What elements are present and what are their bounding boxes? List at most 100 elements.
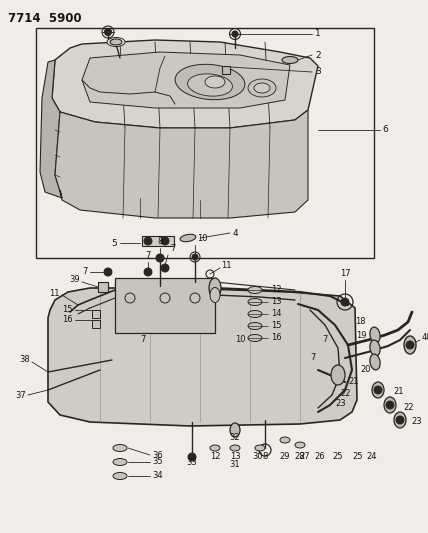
Ellipse shape	[113, 472, 127, 480]
Ellipse shape	[248, 322, 262, 329]
Text: 39: 39	[69, 276, 80, 285]
Circle shape	[104, 28, 112, 36]
Text: 25: 25	[353, 452, 363, 461]
Ellipse shape	[372, 382, 384, 398]
Text: 25: 25	[333, 452, 343, 461]
Ellipse shape	[180, 235, 196, 242]
Ellipse shape	[384, 397, 396, 413]
Ellipse shape	[113, 458, 127, 465]
Bar	[222, 66, 230, 74]
Ellipse shape	[282, 56, 298, 63]
Ellipse shape	[175, 64, 245, 100]
Text: 24: 24	[367, 452, 377, 461]
Text: 15: 15	[62, 305, 73, 314]
Text: 35: 35	[152, 457, 163, 466]
Ellipse shape	[107, 37, 125, 46]
Circle shape	[161, 237, 169, 245]
Circle shape	[144, 237, 152, 245]
Ellipse shape	[331, 365, 345, 385]
Text: 18: 18	[355, 318, 366, 327]
Text: 14: 14	[271, 310, 282, 319]
Text: 5: 5	[111, 238, 117, 247]
Text: 7: 7	[146, 251, 151, 260]
Text: 16: 16	[271, 334, 282, 343]
Bar	[98, 282, 108, 292]
Text: 12: 12	[271, 286, 282, 295]
Circle shape	[341, 298, 349, 306]
Text: 34: 34	[152, 472, 163, 481]
Text: 29: 29	[280, 452, 290, 461]
Text: 10: 10	[197, 234, 208, 243]
Ellipse shape	[210, 287, 220, 303]
Text: 7: 7	[140, 335, 146, 344]
Ellipse shape	[230, 423, 240, 437]
Ellipse shape	[210, 445, 220, 451]
Polygon shape	[52, 40, 318, 128]
Text: 11: 11	[221, 262, 232, 271]
Text: 36: 36	[152, 450, 163, 459]
Circle shape	[192, 254, 198, 260]
Circle shape	[386, 401, 394, 409]
Polygon shape	[55, 110, 308, 218]
Text: 16: 16	[62, 316, 73, 325]
Circle shape	[161, 264, 169, 272]
Ellipse shape	[370, 327, 380, 343]
Ellipse shape	[370, 354, 380, 370]
Text: 7: 7	[322, 335, 327, 344]
Text: 7: 7	[170, 244, 175, 253]
Text: 19: 19	[356, 330, 366, 340]
Text: 26: 26	[315, 452, 325, 461]
Ellipse shape	[248, 311, 262, 318]
Text: 13: 13	[271, 297, 282, 306]
Ellipse shape	[113, 445, 127, 451]
Text: 21: 21	[348, 377, 359, 386]
Circle shape	[232, 31, 238, 37]
Ellipse shape	[370, 340, 380, 356]
Text: 8: 8	[262, 452, 268, 461]
Bar	[92, 320, 100, 328]
Text: 37: 37	[15, 391, 26, 400]
Polygon shape	[40, 60, 62, 198]
Text: 3: 3	[315, 68, 321, 77]
Ellipse shape	[205, 76, 225, 88]
Text: 20: 20	[360, 366, 371, 375]
Text: 11: 11	[50, 288, 60, 297]
Ellipse shape	[248, 298, 262, 305]
Ellipse shape	[295, 442, 305, 448]
Ellipse shape	[187, 74, 232, 96]
Ellipse shape	[110, 39, 122, 45]
Circle shape	[396, 416, 404, 424]
Text: 30: 30	[253, 452, 263, 461]
Circle shape	[374, 386, 382, 394]
Text: 7: 7	[83, 268, 88, 277]
Text: 23: 23	[335, 399, 346, 408]
Ellipse shape	[248, 287, 262, 294]
Ellipse shape	[394, 412, 406, 428]
Ellipse shape	[209, 278, 221, 298]
Text: 22: 22	[340, 389, 351, 398]
Text: 13: 13	[230, 452, 240, 461]
Polygon shape	[82, 52, 290, 108]
Text: 6: 6	[382, 125, 388, 134]
Ellipse shape	[404, 336, 416, 354]
Circle shape	[104, 268, 112, 276]
Circle shape	[188, 453, 196, 461]
Text: 33: 33	[187, 458, 197, 467]
Bar	[115, 278, 215, 333]
Text: 22: 22	[403, 402, 413, 411]
Ellipse shape	[255, 445, 265, 451]
Text: 40: 40	[422, 334, 428, 343]
Text: 1: 1	[315, 29, 321, 38]
Text: 4: 4	[233, 229, 239, 238]
Text: 27: 27	[300, 452, 310, 461]
Text: 7714  5900: 7714 5900	[8, 12, 82, 25]
Text: 8: 8	[158, 237, 163, 246]
Text: 15: 15	[271, 321, 282, 330]
Ellipse shape	[254, 83, 270, 93]
Text: 28: 28	[295, 452, 305, 461]
Ellipse shape	[280, 437, 290, 443]
Text: 31: 31	[230, 460, 240, 469]
Text: 7: 7	[310, 353, 315, 362]
Text: 23: 23	[411, 417, 422, 426]
Text: 38: 38	[19, 356, 30, 365]
